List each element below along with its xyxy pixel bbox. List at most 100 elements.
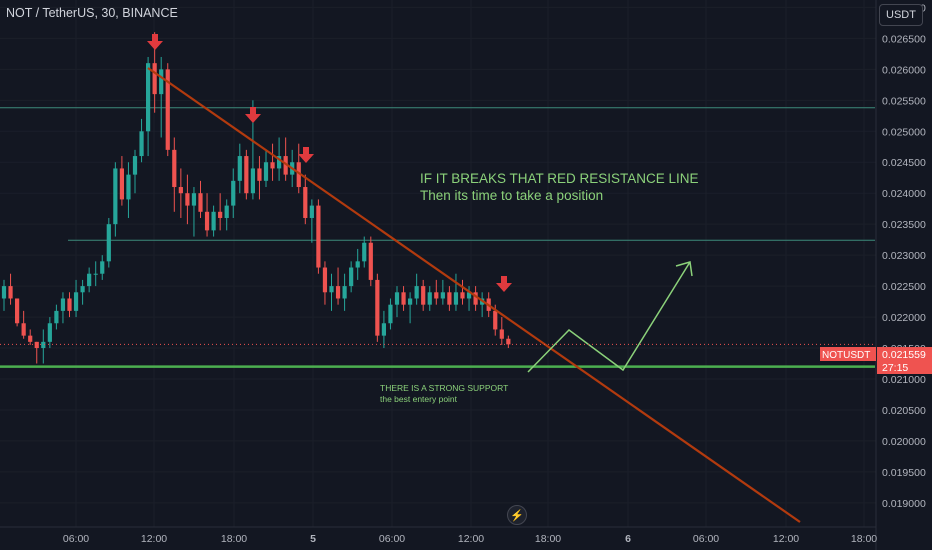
grid-lines [0, 0, 876, 527]
candle [506, 335, 511, 349]
candle [126, 162, 131, 218]
candle-body [244, 156, 249, 194]
candle-body [100, 261, 105, 274]
candle-body [257, 168, 262, 181]
candle-body [296, 162, 301, 188]
resistance-trendline[interactable] [147, 67, 801, 523]
candle [322, 261, 328, 305]
price-tick-label: 0.022500 [882, 281, 926, 293]
candle-body [329, 286, 334, 293]
candle [257, 156, 262, 200]
candle-body [41, 341, 46, 349]
lightning-icon[interactable]: ⚡ [507, 505, 527, 525]
candle-body [316, 205, 321, 268]
candle [244, 149, 249, 200]
candle-body [493, 310, 498, 330]
candle [270, 143, 275, 181]
candle [237, 143, 242, 194]
candle [283, 137, 288, 181]
candle [263, 149, 269, 188]
candle [342, 273, 347, 311]
entry-annotation: the best entery point [380, 394, 458, 404]
candle-body [87, 273, 92, 287]
candle-body [28, 335, 33, 342]
candle-body [178, 187, 183, 194]
candle [427, 286, 432, 311]
candle [41, 329, 46, 364]
candle-body [466, 292, 472, 299]
price-tick-label: 0.021000 [882, 374, 926, 386]
price-tick-label: 0.020000 [882, 436, 926, 448]
projection-arrowhead [675, 261, 693, 277]
candle [421, 279, 426, 311]
candle [198, 180, 203, 218]
down-arrow-marker-icon [298, 147, 314, 163]
last-price-value: 0.021559 [882, 349, 926, 361]
candle-body [368, 242, 373, 280]
candle [73, 279, 79, 318]
price-tick-label: 0.026000 [882, 64, 926, 76]
candle [132, 149, 138, 194]
time-tick-label: 06:00 [63, 533, 89, 545]
candle-body [427, 292, 432, 305]
candle [165, 63, 170, 157]
candle [178, 168, 183, 218]
candle-body [159, 69, 164, 95]
candle [47, 317, 52, 349]
candle-body [93, 273, 98, 275]
price-tick-label: 0.022000 [882, 312, 926, 324]
candle-body [231, 180, 236, 206]
candle [408, 292, 413, 324]
price-tick-label: 0.024000 [882, 188, 926, 200]
candle [394, 286, 400, 318]
candle-body [335, 286, 341, 299]
candle [381, 310, 386, 349]
time-tick-label: 5 [310, 533, 316, 545]
time-tick-label: 06:00 [693, 533, 719, 545]
candle-body [355, 261, 360, 268]
candle [362, 236, 367, 268]
candle-body [1, 286, 7, 299]
candle [349, 261, 354, 293]
candle-body [506, 338, 511, 345]
candle [100, 255, 105, 280]
candle [453, 273, 459, 311]
candle-body [218, 211, 223, 218]
candle [303, 174, 308, 225]
candle-body [381, 323, 386, 336]
candle-body [394, 292, 400, 305]
candle [113, 162, 118, 237]
candle [139, 118, 144, 163]
candle-body [499, 329, 504, 339]
price-tick-label: 0.025500 [882, 95, 926, 107]
currency-button[interactable]: USDT [879, 4, 923, 26]
candle-body [152, 63, 157, 95]
candle-body [191, 193, 197, 206]
time-axis[interactable]: 06:00 12:00 18:00 5 06:00 12:00 18:00 6 06:00 12:… [63, 533, 877, 545]
candle-body [342, 286, 347, 299]
down-arrow-marker-icon [245, 107, 261, 123]
candles [1, 32, 511, 364]
candle [21, 310, 26, 339]
candle-body [165, 69, 170, 150]
price-tick-label: 0.020500 [882, 405, 926, 417]
candle-body [34, 341, 39, 349]
candle-body [263, 162, 269, 181]
candle [499, 317, 504, 345]
price-tick-label: 0.023000 [882, 250, 926, 262]
candle [440, 279, 445, 305]
candle [106, 217, 111, 268]
candle-body [8, 286, 13, 299]
candle-body [172, 149, 177, 188]
candle-body [270, 162, 275, 169]
bar-countdown: 27:15 [882, 362, 908, 374]
price-tick-label: 0.019500 [882, 467, 926, 479]
candle [172, 137, 177, 212]
projection-path[interactable] [527, 261, 691, 373]
candle [388, 298, 393, 330]
candle-body [421, 286, 426, 305]
price-axis[interactable]: 0.0270000.0265000.0260000.0255000.025000… [882, 2, 926, 509]
candle [355, 248, 360, 280]
candle-body [126, 174, 131, 200]
